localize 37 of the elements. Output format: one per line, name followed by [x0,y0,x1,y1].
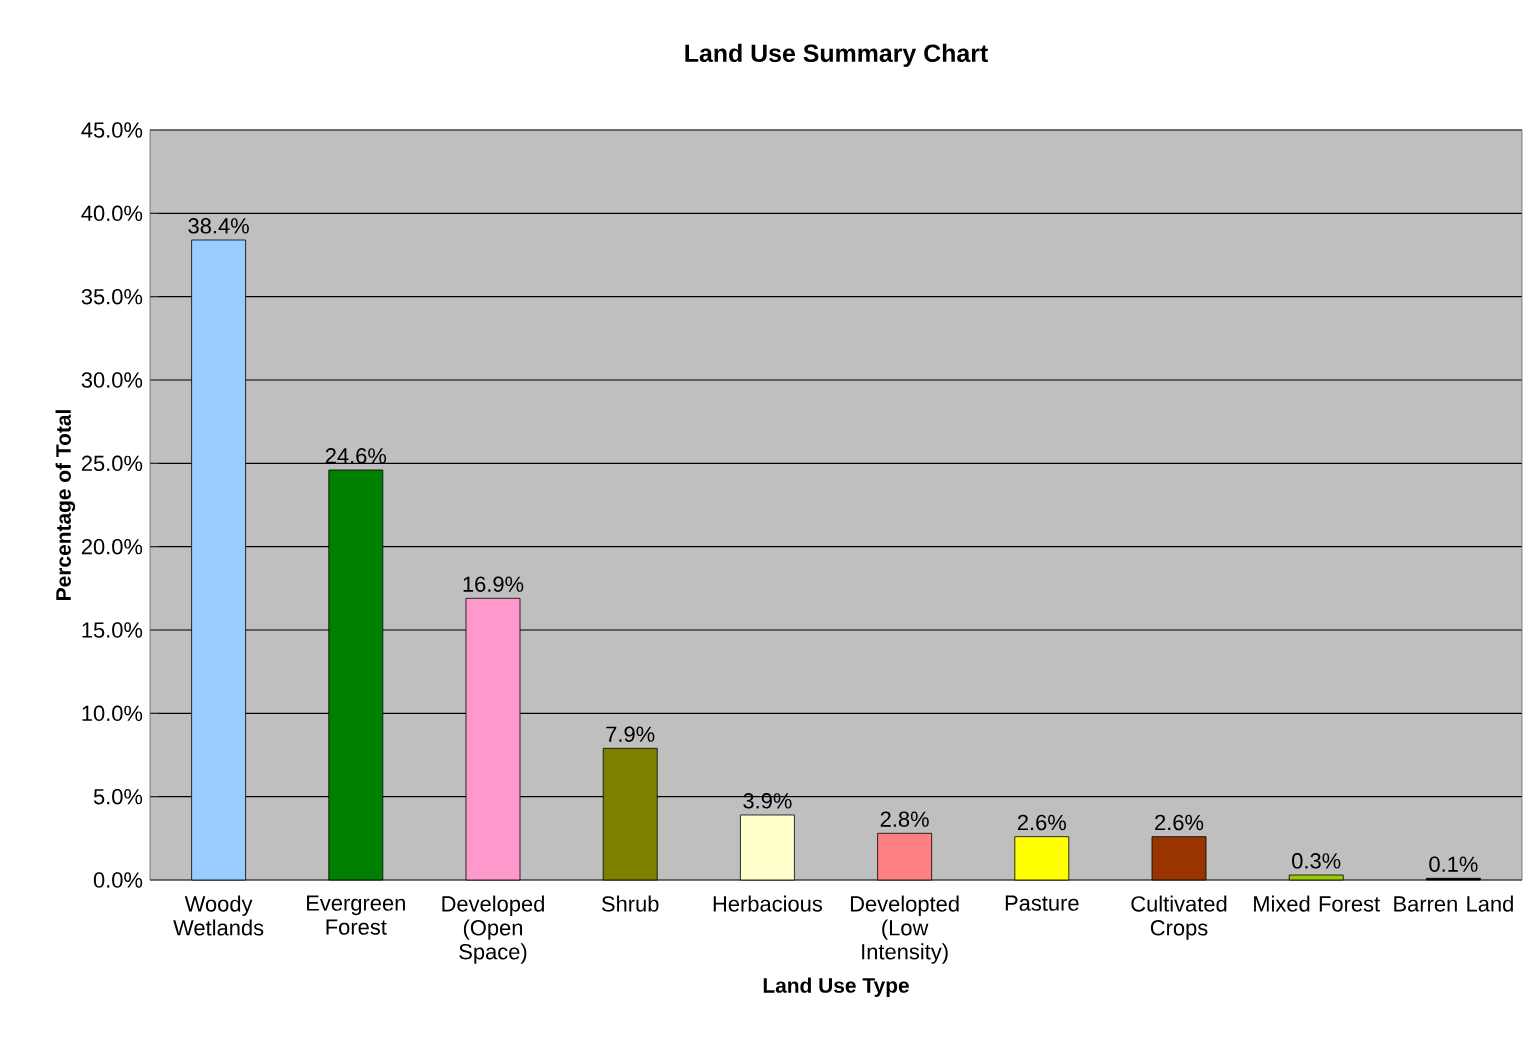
x-axis-title: Land Use Type [763,977,909,997]
x-tick-label: Herbacious [713,895,823,912]
x-tick-label: Developted (Low Intensity) [850,895,959,964]
data-label: 38.4% [188,218,249,234]
bar [877,832,933,881]
x-tick-label: Pasture [1005,895,1079,911]
y-tick-label: 40.0% [81,205,143,222]
x-tick-label: Woody Wetlands [173,895,264,936]
bar [1288,874,1344,881]
y-tick-label: 0.0% [93,872,143,888]
bar [740,814,795,881]
data-label: 0.1% [1429,856,1478,872]
data-label: 2.8% [880,811,929,827]
y-tick-label: 30.0% [81,372,143,388]
y-tick-label: 5.0% [93,788,143,805]
data-label: 7.9% [606,726,655,742]
x-tick-label: Evergreen Forest [307,895,405,935]
y-tick-label: 20.0% [81,538,143,555]
x-tick-label: Barren Land [1394,895,1513,912]
y-tick-label: 35.0% [81,288,143,305]
y-tick-label: 10.0% [82,705,143,722]
data-label: 2.6% [1017,814,1066,831]
y-axis-title: Percentage of Total [55,410,76,600]
data-label: 16.9% [463,576,524,592]
bar [1014,836,1070,881]
data-label: 0.3% [1292,853,1341,869]
chart-title: Land Use Summary Chart [685,43,988,67]
data-label: 24.6% [325,448,387,464]
x-tick-label: Developed (Open Space) [442,895,544,964]
y-tick-label: 15.0% [82,622,143,638]
x-tick-label: Shrub [601,895,659,912]
data-label: 2.6% [1155,814,1204,831]
x-tick-label: Cultivated Crops [1131,895,1227,940]
y-tick-label: 25.0% [81,455,143,472]
bar [1151,836,1207,881]
y-tick-label: 45.0% [81,122,143,138]
x-tick-label: Mixed Forest [1254,895,1380,912]
